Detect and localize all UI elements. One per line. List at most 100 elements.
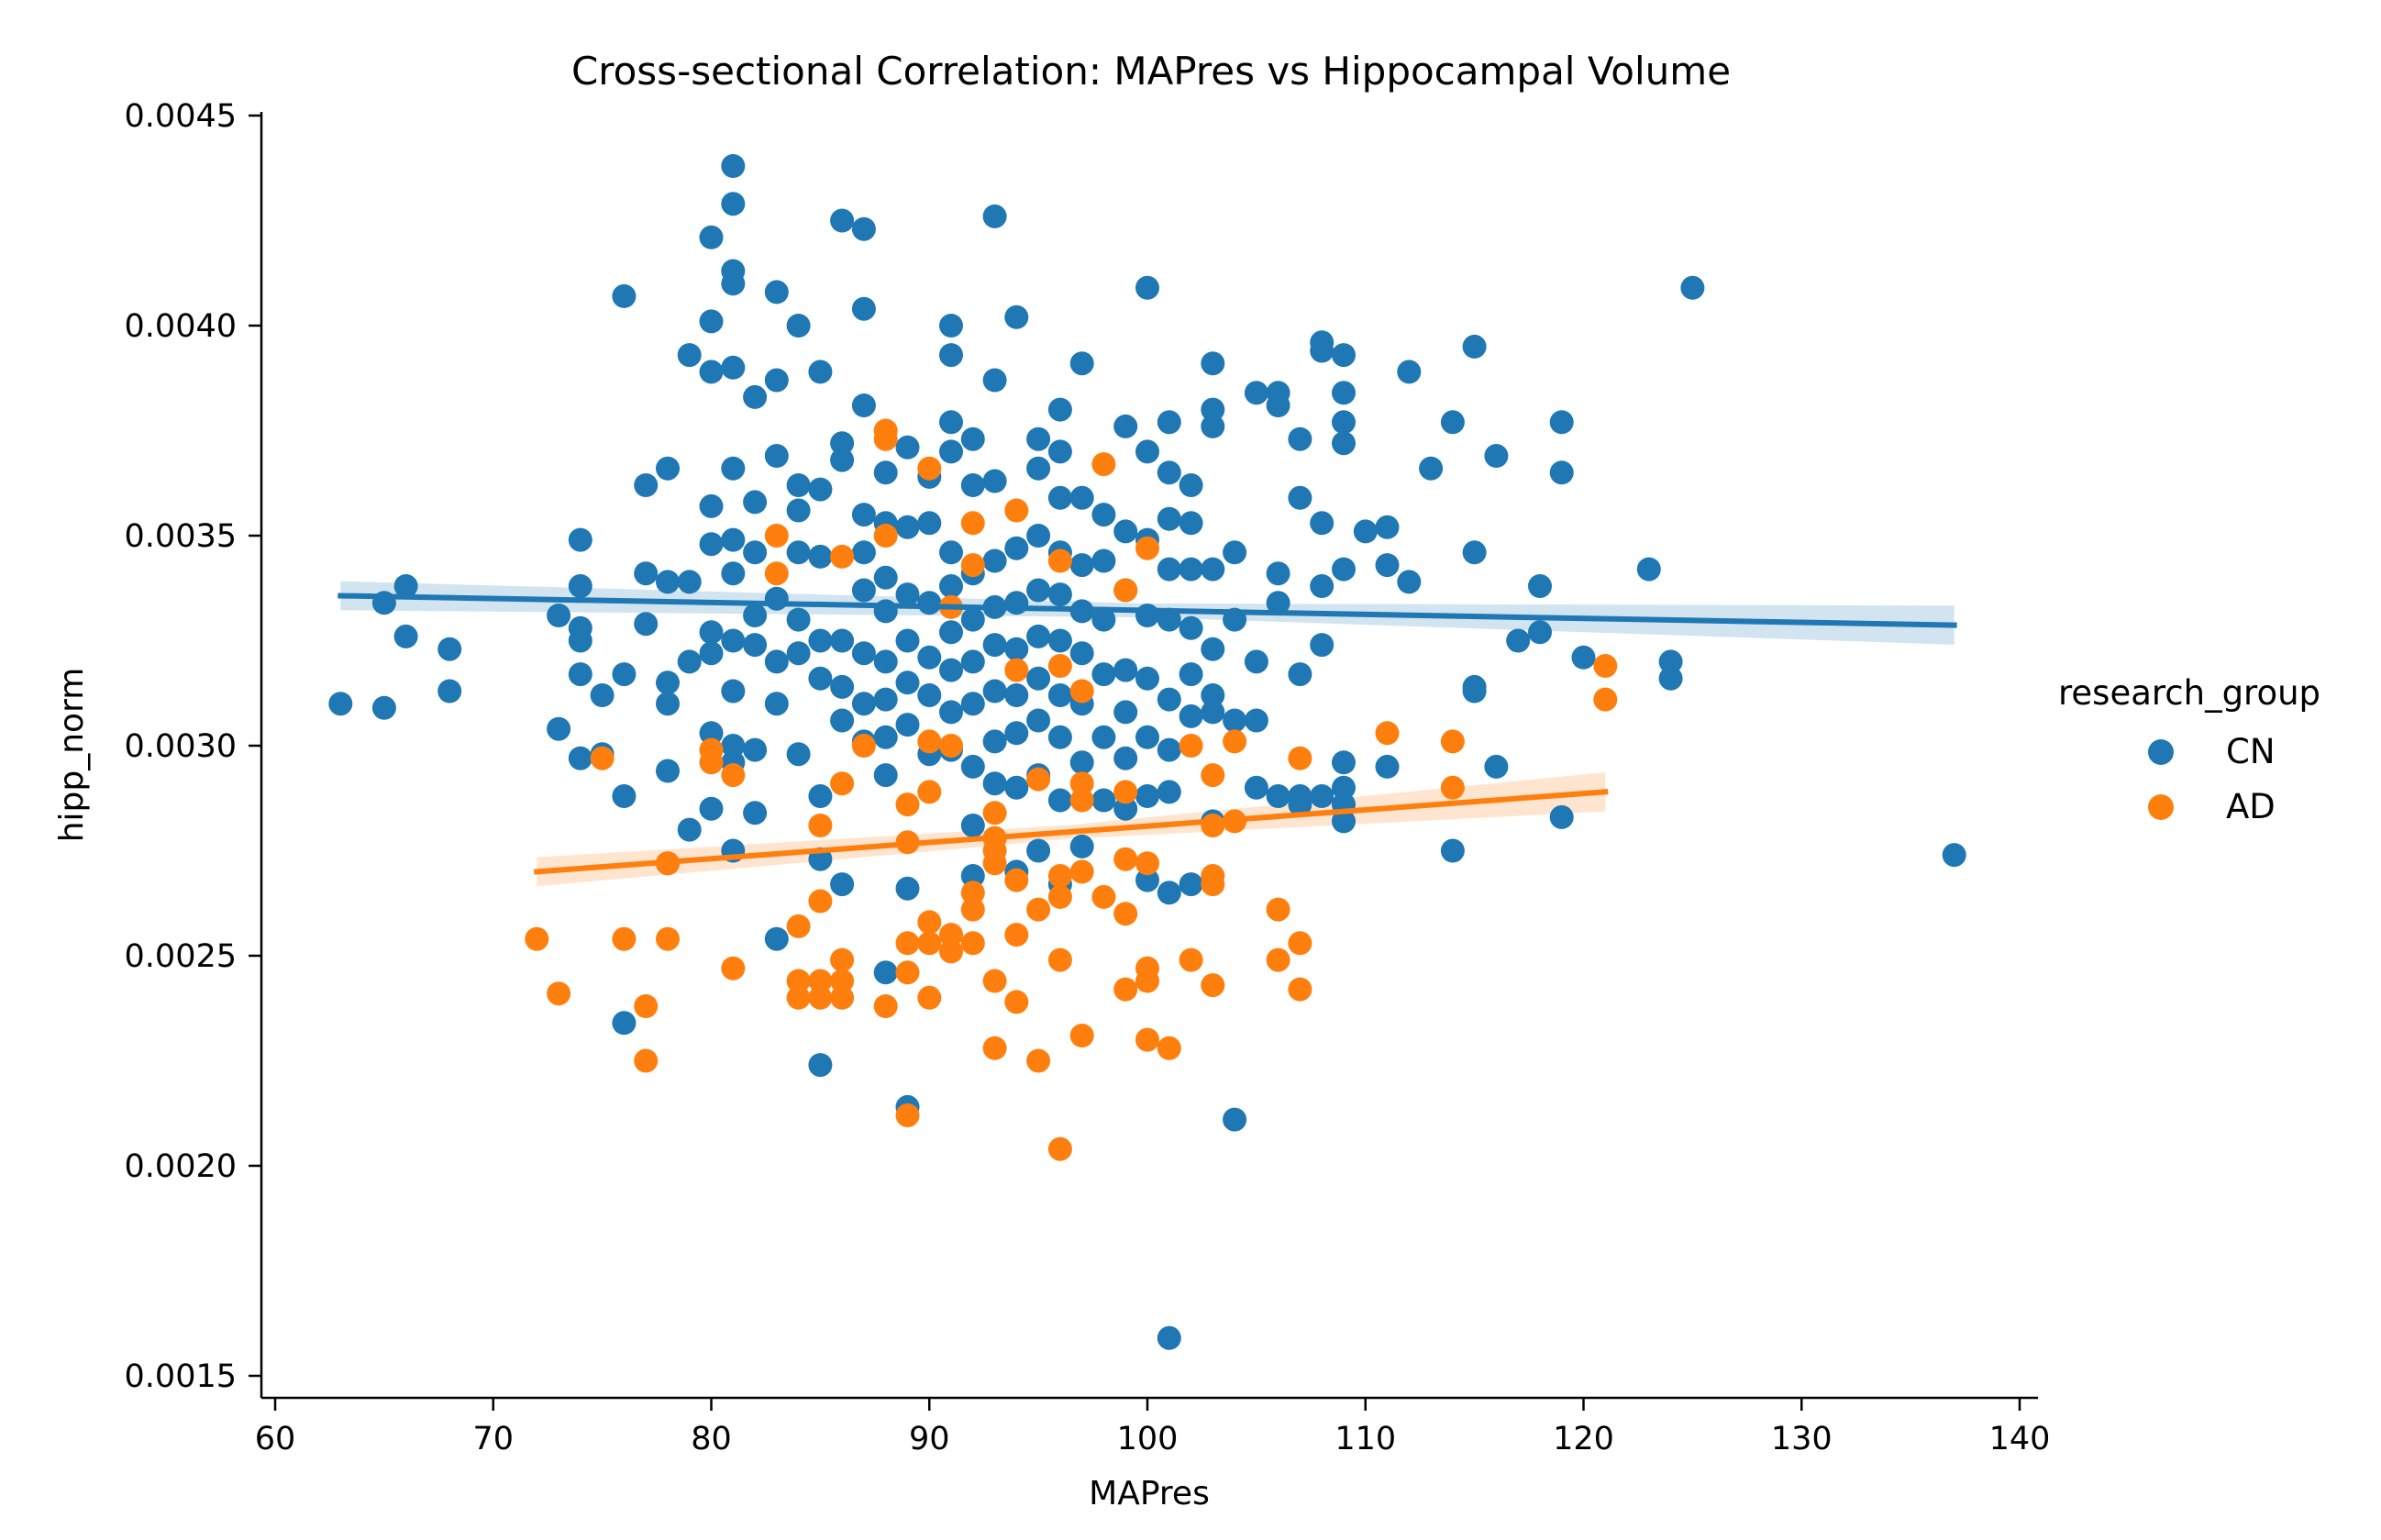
data-point-ad — [939, 734, 963, 758]
data-point-ad — [1004, 498, 1029, 523]
data-point-cn — [1266, 561, 1290, 586]
data-point-cn — [721, 734, 746, 758]
data-point-cn — [1069, 750, 1094, 775]
data-point-cn — [677, 649, 702, 674]
data-point-cn — [677, 570, 702, 594]
data-point-cn — [808, 784, 833, 808]
data-point-cn — [1375, 515, 1400, 539]
data-point-cn — [1047, 485, 1072, 510]
data-point-cn — [677, 817, 702, 842]
data-point-ad — [917, 910, 942, 935]
data-point-cn — [960, 814, 985, 837]
data-point-cn — [721, 154, 746, 178]
data-point-cn — [1026, 666, 1051, 691]
data-point-cn — [1157, 687, 1181, 712]
data-point-cn — [1332, 381, 1356, 405]
data-point-ad — [699, 750, 724, 775]
y-tick-label: 0.0030 — [125, 728, 237, 765]
data-point-cn — [1201, 414, 1225, 438]
data-point-cn — [1179, 872, 1203, 897]
data-point-cn — [1091, 503, 1116, 527]
data-point-cn — [1310, 574, 1334, 598]
data-point-cn — [1179, 511, 1203, 536]
data-point-cn — [1069, 553, 1094, 578]
data-point-ad — [1135, 851, 1159, 876]
data-point-cn — [1549, 410, 1574, 435]
x-tick-label: 120 — [1553, 1421, 1614, 1457]
data-point-cn — [1113, 658, 1138, 682]
data-point-ad — [895, 960, 920, 985]
data-point-ad — [786, 985, 811, 1010]
data-point-cn — [808, 628, 833, 653]
data-point-cn — [1658, 649, 1683, 674]
data-point-cn — [699, 641, 724, 666]
data-point-cn — [1201, 700, 1225, 725]
data-point-cn — [721, 527, 746, 552]
data-point-cn — [808, 1053, 833, 1078]
data-point-cn — [960, 607, 985, 632]
y-tick-label: 0.0020 — [125, 1148, 237, 1185]
data-point-cn — [1266, 591, 1290, 615]
data-point-ad — [895, 1103, 920, 1127]
data-point-cn — [721, 192, 746, 216]
data-point-cn — [1113, 414, 1138, 438]
data-point-cn — [982, 368, 1007, 393]
data-point-cn — [1462, 679, 1487, 704]
data-point-cn — [1201, 683, 1225, 707]
data-point-ad — [917, 985, 942, 1010]
data-point-cn — [873, 460, 898, 485]
data-point-cn — [1942, 843, 1966, 868]
data-point-cn — [917, 683, 942, 707]
data-point-cn — [437, 637, 462, 661]
data-point-cn — [1091, 788, 1116, 813]
data-point-cn — [895, 435, 920, 460]
data-point-ad — [1069, 859, 1094, 884]
chart-title: Cross-sectional Correlation: MAPres vs H… — [571, 49, 1731, 94]
data-point-cn — [1179, 557, 1203, 582]
data-point-ad — [1047, 884, 1072, 909]
data-point-ad — [1135, 969, 1159, 993]
data-point-cn — [1419, 456, 1444, 481]
data-point-cn — [1310, 511, 1334, 536]
data-point-cn — [786, 540, 811, 565]
regression-line-ad — [534, 789, 1609, 875]
data-point-cn — [808, 477, 833, 502]
data-point-cn — [1244, 649, 1268, 674]
data-point-ad — [830, 969, 855, 993]
data-point-ad — [547, 981, 571, 1006]
data-point-cn — [721, 679, 746, 704]
data-point-cn — [1047, 788, 1072, 813]
data-point-cn — [939, 439, 963, 464]
data-point-ad — [1113, 780, 1138, 804]
data-point-cn — [1201, 557, 1225, 582]
data-point-ad — [873, 427, 898, 451]
data-point-cn — [612, 784, 637, 808]
x-tick-label: 60 — [255, 1421, 296, 1457]
legend-label-cn: CN — [2226, 732, 2276, 771]
data-point-ad — [1201, 763, 1225, 788]
data-point-ad — [917, 456, 942, 481]
data-point-cn — [1397, 360, 1422, 384]
data-point-ad — [1266, 947, 1290, 972]
data-point-cn — [1179, 615, 1203, 640]
data-point-ad — [895, 792, 920, 817]
data-point-cn — [1310, 338, 1334, 363]
data-point-cn — [960, 754, 985, 779]
data-point-cn — [721, 456, 746, 481]
data-point-cn — [1069, 641, 1094, 666]
data-point-cn — [568, 527, 592, 552]
data-point-cn — [1026, 578, 1051, 603]
data-point-ad — [1047, 548, 1072, 573]
data-point-cn — [743, 737, 768, 762]
data-point-cn — [873, 763, 898, 788]
data-point-ad — [982, 851, 1007, 876]
data-point-cn — [699, 309, 724, 334]
data-point-ad — [830, 544, 855, 569]
data-point-cn — [1332, 775, 1356, 800]
data-point-cn — [547, 716, 571, 741]
data-point-ad — [1069, 1024, 1094, 1047]
data-point-ad — [1593, 654, 1618, 678]
data-point-ad — [590, 746, 615, 770]
data-point-cn — [982, 679, 1007, 704]
data-point-ad — [634, 994, 659, 1018]
